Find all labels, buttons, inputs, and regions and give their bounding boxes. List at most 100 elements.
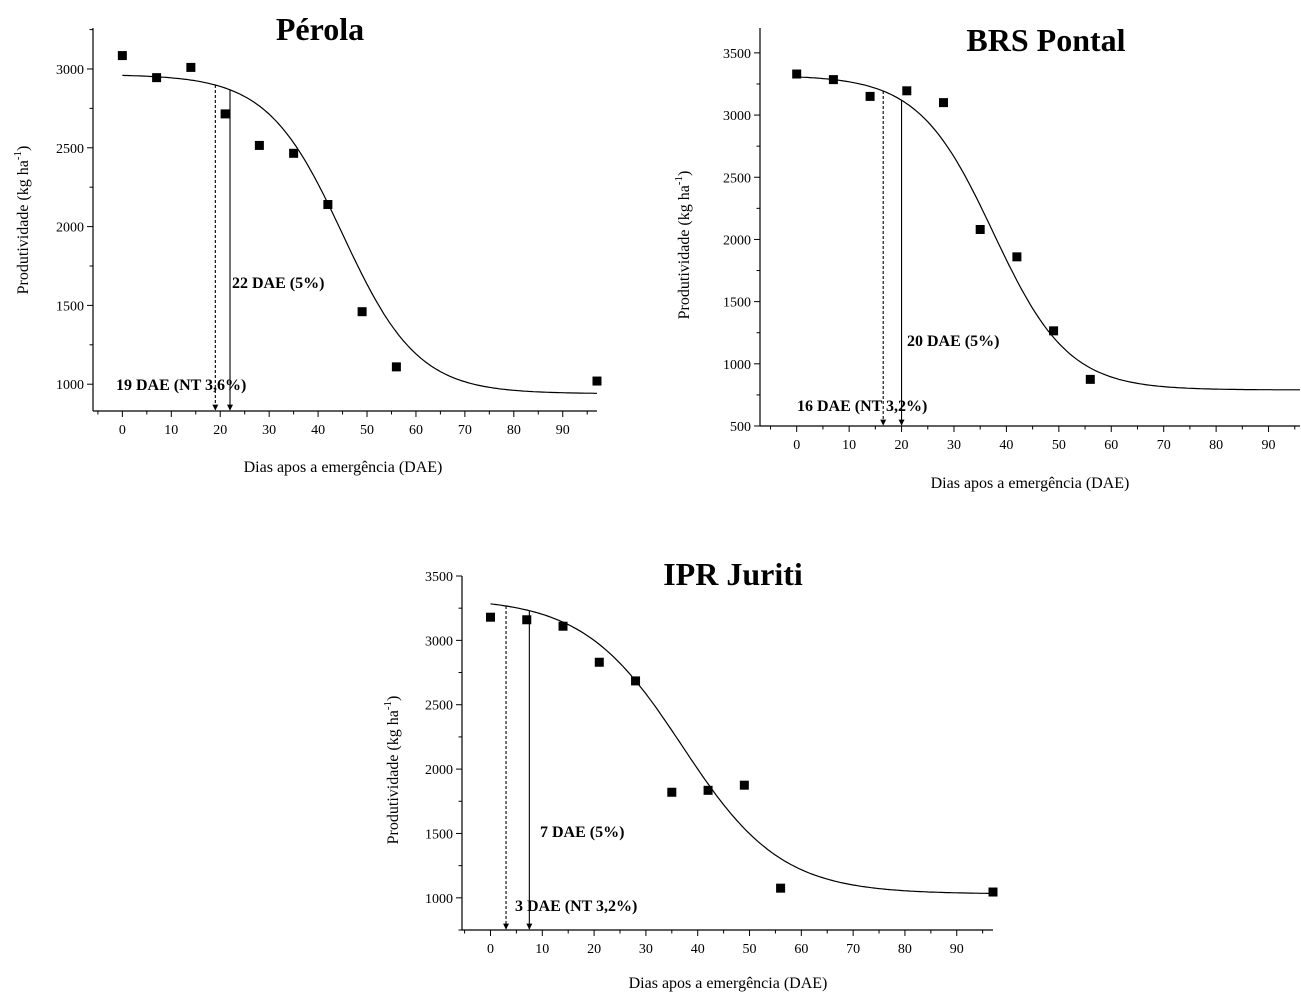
x-tick-label: 70 xyxy=(1157,438,1171,453)
x-tick-label: 40 xyxy=(311,423,325,438)
y-axis-label-base: Produtividade (kg ha xyxy=(385,710,402,844)
x-tick-label: 0 xyxy=(119,423,126,438)
data-point xyxy=(1012,252,1022,262)
x-axis-label: Dias apos a emergência (DAE) xyxy=(931,475,1130,492)
data-point xyxy=(357,307,367,317)
y-axis-label-close: ) xyxy=(15,146,32,151)
x-tick-label: 20 xyxy=(213,423,227,438)
data-point xyxy=(1085,374,1095,384)
data-point xyxy=(289,148,299,158)
y-axis-label-sup: -1 xyxy=(12,151,24,160)
x-tick-label: 50 xyxy=(743,942,757,957)
y-axis-label: Produtividade (kg ha-1) xyxy=(382,696,402,845)
x-tick-label: 0 xyxy=(487,942,494,957)
x-tick-label: 10 xyxy=(535,942,549,957)
data-point xyxy=(792,69,802,79)
data-point xyxy=(703,785,713,795)
y-tick-label: 2500 xyxy=(56,142,84,157)
y-axis-label-sup: -1 xyxy=(673,176,685,185)
x-tick-label: 40 xyxy=(691,942,705,957)
x-tick-label: 40 xyxy=(999,438,1013,453)
x-tick-label: 60 xyxy=(1104,438,1118,453)
x-tick-label: 20 xyxy=(587,942,601,957)
data-point xyxy=(828,75,838,85)
x-tick-label: 0 xyxy=(793,438,800,453)
data-point xyxy=(988,887,998,897)
y-tick-label: 1500 xyxy=(425,827,453,842)
data-point xyxy=(220,109,230,119)
y-tick-label: 1000 xyxy=(56,378,84,393)
data-point xyxy=(323,200,333,210)
data-point xyxy=(776,883,786,893)
chart-title: BRS Pontal xyxy=(966,22,1125,58)
data-point xyxy=(152,73,162,83)
marker-label-dashed: 3 DAE (NT 3,2%) xyxy=(515,898,637,915)
marker-label-solid: 20 DAE (5%) xyxy=(907,333,999,350)
data-point xyxy=(865,91,875,101)
x-tick-label: 90 xyxy=(556,423,570,438)
y-axis-label-close: ) xyxy=(676,171,693,176)
x-tick-label: 30 xyxy=(639,942,653,957)
data-point xyxy=(186,62,196,72)
y-tick-label: 2000 xyxy=(56,221,84,236)
data-point xyxy=(391,362,401,372)
data-point xyxy=(254,140,264,150)
x-tick-label: 10 xyxy=(164,423,178,438)
y-tick-label: 3500 xyxy=(723,47,751,62)
y-tick-label: 1000 xyxy=(723,358,751,373)
x-tick-label: 10 xyxy=(842,438,856,453)
x-axis-label: Dias apos a emergência (DAE) xyxy=(244,459,443,476)
y-tick-label: 500 xyxy=(730,420,751,435)
x-tick-label: 80 xyxy=(898,942,912,957)
y-tick-label: 3000 xyxy=(56,63,84,78)
y-axis-label-base: Produtividade (kg ha xyxy=(676,185,693,319)
data-point xyxy=(975,224,985,234)
x-tick-label: 50 xyxy=(1052,438,1066,453)
data-point xyxy=(117,51,127,61)
marker-label-solid: 22 DAE (5%) xyxy=(232,275,324,292)
x-tick-label: 90 xyxy=(950,942,964,957)
chart-title: Pérola xyxy=(276,11,364,47)
fit-curve xyxy=(490,603,993,894)
data-point xyxy=(631,676,641,686)
y-tick-label: 3500 xyxy=(425,570,453,585)
y-tick-label: 2500 xyxy=(425,699,453,714)
y-tick-label: 1000 xyxy=(425,892,453,907)
x-axis-label: Dias apos a emergência (DAE) xyxy=(629,975,828,992)
y-tick-label: 2000 xyxy=(723,233,751,248)
data-point xyxy=(592,376,602,386)
x-tick-label: 30 xyxy=(262,423,276,438)
x-tick-label: 50 xyxy=(360,423,374,438)
y-tick-label: 2500 xyxy=(723,171,751,186)
data-point xyxy=(902,86,912,96)
data-point xyxy=(522,615,532,625)
data-point xyxy=(485,612,495,622)
chart-panel-perola: Pérola Dias apos a emergência (DAE) Prod… xyxy=(12,11,602,476)
y-axis-label: Produtividade (kg ha-1) xyxy=(12,146,32,295)
data-point xyxy=(594,657,604,667)
x-tick-label: 90 xyxy=(1262,438,1276,453)
x-tick-label: 80 xyxy=(1209,438,1223,453)
y-tick-label: 1500 xyxy=(56,299,84,314)
y-axis-label: Produtividade (kg ha-1) xyxy=(673,171,693,320)
x-tick-label: 70 xyxy=(458,423,472,438)
y-tick-label: 3000 xyxy=(425,634,453,649)
y-tick-label: 1500 xyxy=(723,296,751,311)
marker-label-dashed: 16 DAE (NT 3,2%) xyxy=(797,398,927,415)
chart-title: IPR Juriti xyxy=(663,556,803,592)
y-axis-label-sup: -1 xyxy=(382,701,394,710)
y-tick-label: 3000 xyxy=(723,109,751,124)
x-tick-label: 30 xyxy=(947,438,961,453)
data-point xyxy=(667,787,677,797)
data-point xyxy=(1049,326,1059,336)
fit-curve xyxy=(796,76,1300,391)
chart-panel-brs-pontal: BRS Pontal Dias apos a emergência (DAE) … xyxy=(673,22,1300,492)
x-tick-label: 70 xyxy=(846,942,860,957)
x-tick-label: 20 xyxy=(895,438,909,453)
data-point xyxy=(558,621,568,631)
x-tick-label: 80 xyxy=(507,423,521,438)
y-tick-label: 2000 xyxy=(425,763,453,778)
chart-panel-ipr-juriti: IPR Juriti Dias apos a emergência (DAE) … xyxy=(382,556,998,992)
y-axis-label-base: Produtividade (kg ha xyxy=(15,160,32,294)
